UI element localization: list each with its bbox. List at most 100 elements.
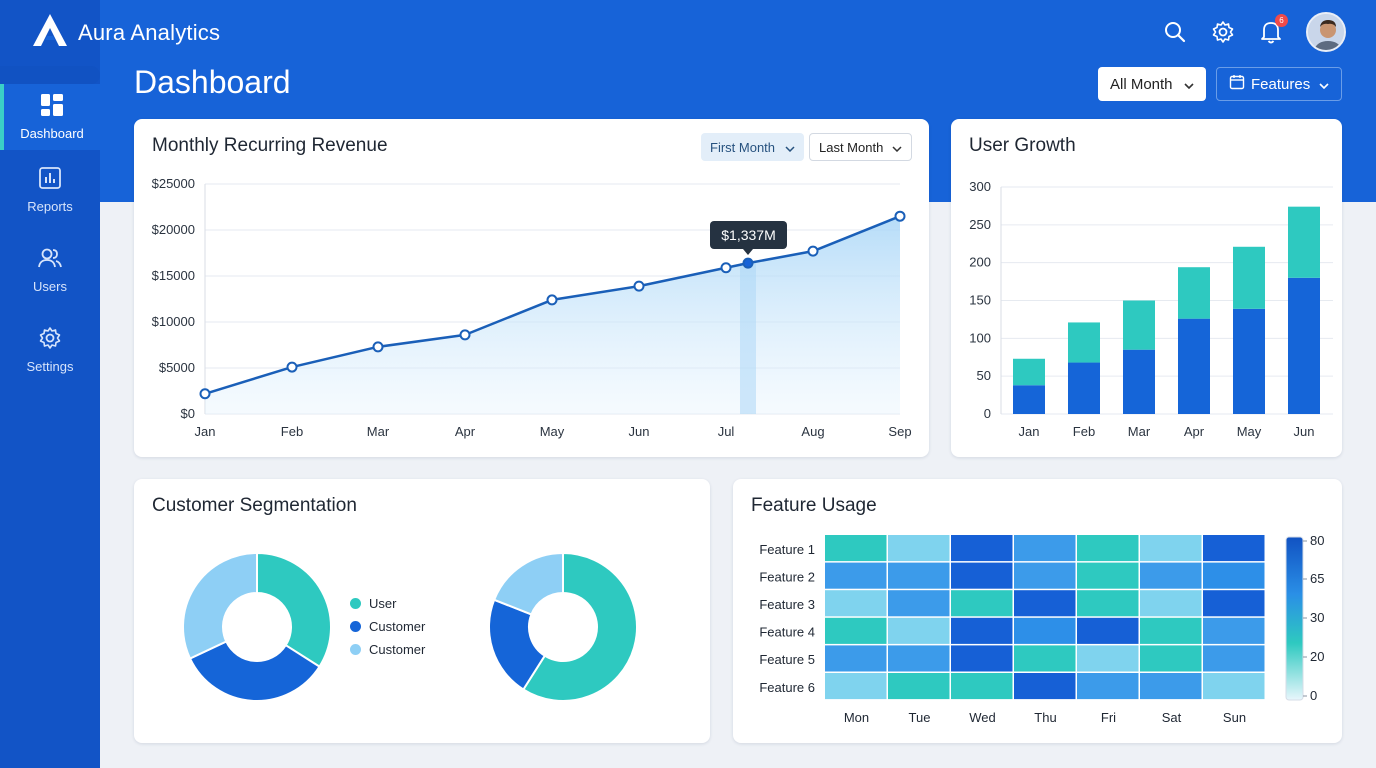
y-tick-label: 50 [977, 368, 991, 383]
sidebar-item-settings[interactable]: Settings [0, 310, 100, 390]
sidebar-nav: Dashboard Reports Users Settings [0, 84, 100, 390]
tooltip-arrow [743, 249, 753, 255]
scale-label: 20 [1310, 649, 1324, 664]
sidebar-item-label: Settings [26, 359, 74, 374]
heatmap-cell [1077, 562, 1139, 589]
feature-usage-title: Feature Usage [751, 495, 877, 516]
features-select[interactable]: Features [1216, 67, 1342, 101]
x-tick-label: Apr [455, 424, 476, 439]
column-label: Thu [1034, 710, 1056, 725]
bell-icon[interactable]: 6 [1258, 14, 1288, 45]
column-label: Wed [969, 710, 996, 725]
heatmap-cell [951, 562, 1013, 589]
avatar[interactable] [1306, 12, 1346, 52]
y-tick-label: 250 [969, 217, 991, 232]
page-title: Dashboard [134, 64, 291, 100]
data-point [286, 361, 298, 373]
legend-label: Customer [369, 642, 426, 657]
last-month-select[interactable]: Last Month [809, 133, 912, 161]
user-growth-card: User Growth 0 50 100 150 200 250 300 Jan Feb Mar A… [951, 119, 1342, 457]
first-month-select[interactable]: First Month [701, 133, 804, 161]
y-tick-label: $15000 [152, 268, 195, 283]
sidebar-item-users[interactable]: Users [0, 230, 100, 310]
bar [1013, 358, 1045, 386]
heatmap-cell [888, 645, 950, 672]
data-point [720, 262, 732, 274]
legend-label: Customer [369, 619, 426, 634]
legend-item: User [350, 592, 425, 615]
mrr-tooltip: $1,337M [710, 221, 787, 249]
color-scale [1285, 536, 1304, 701]
gear-icon[interactable] [1210, 19, 1236, 45]
heatmap-cell [951, 645, 1013, 672]
donut-slice [492, 551, 564, 616]
heatmap-cell [1014, 562, 1076, 589]
mrr-tooltip-text: $1,337M [721, 227, 776, 243]
legend-item: Customer [350, 615, 425, 638]
heatmap-cell [1203, 673, 1265, 700]
data-point [807, 245, 819, 257]
heatmap-cell [1077, 645, 1139, 672]
heatmap-cell [1140, 535, 1202, 562]
search-icon[interactable] [1162, 19, 1188, 45]
donut-slice [488, 598, 547, 691]
sidebar-item-dashboard[interactable]: Dashboard [0, 84, 100, 150]
bar [1288, 277, 1320, 414]
heatmap-cell [951, 673, 1013, 700]
heatmap-cell [825, 673, 887, 700]
heatmap-cell [951, 617, 1013, 644]
segmentation-card: Customer Segmentation User Customer Cust… [134, 479, 710, 743]
bar [1178, 267, 1210, 319]
sidebar-tab [0, 66, 100, 84]
heatmap-cell [888, 535, 950, 562]
last-month-label: Last Month [819, 139, 884, 155]
sidebar-item-label: Users [33, 279, 67, 294]
heatmap-cell [951, 590, 1013, 617]
x-tick-label: Jan [195, 424, 216, 439]
row-label: Feature 1 [759, 542, 815, 557]
bar [1123, 300, 1155, 350]
sidebar-item-label: Reports [27, 199, 73, 214]
chevron-down-icon [892, 140, 902, 155]
mrr-card: Monthly Recurring Revenue First Month La… [134, 119, 929, 457]
bar [1068, 362, 1100, 414]
legend-dot [350, 644, 361, 655]
y-tick-label: $25000 [152, 176, 195, 191]
heatmap-cell [1140, 645, 1202, 672]
x-tick-label: Jun [629, 424, 650, 439]
sidebar-item-label: Dashboard [20, 126, 84, 141]
bar [1123, 349, 1155, 414]
sidebar-item-reports[interactable]: Reports [0, 150, 100, 230]
notification-badge: 6 [1275, 14, 1288, 27]
period-select-label: All Month [1110, 75, 1173, 93]
heatmap-cell [1140, 617, 1202, 644]
data-point [546, 294, 558, 306]
data-point [894, 210, 906, 222]
heatmap-cell [825, 590, 887, 617]
legend-item: Customer [350, 638, 425, 661]
mrr-chart: $0 $5000 $10000 $15000 $20000 $25000 Jan Feb Mar… [152, 176, 912, 439]
x-tick-label: Feb [281, 424, 303, 439]
heatmap-cell [888, 673, 950, 700]
row-label: Feature 2 [759, 569, 815, 584]
bar [1068, 322, 1100, 363]
heatmap-cell [825, 535, 887, 562]
heatmap-cell [888, 590, 950, 617]
heatmap-cell [1077, 673, 1139, 700]
users-icon [37, 246, 63, 273]
heatmap-cell [1014, 673, 1076, 700]
column-label: Tue [909, 710, 931, 725]
brand[interactable]: Aura Analytics [32, 13, 220, 52]
x-tick-label: Aug [801, 424, 824, 439]
area-fill [205, 216, 900, 414]
column-label: Sat [1162, 710, 1182, 725]
period-select[interactable]: All Month [1098, 67, 1206, 101]
scale-label: 80 [1310, 533, 1324, 548]
y-tick-label: $10000 [152, 314, 195, 329]
heatmap-cell [1203, 617, 1265, 644]
top-icon-bar: 6 [1162, 12, 1346, 52]
heatmap-cell [1077, 535, 1139, 562]
donut-slice [182, 551, 258, 660]
column-label: Fri [1101, 710, 1116, 725]
y-tick-label: $20000 [152, 222, 195, 237]
